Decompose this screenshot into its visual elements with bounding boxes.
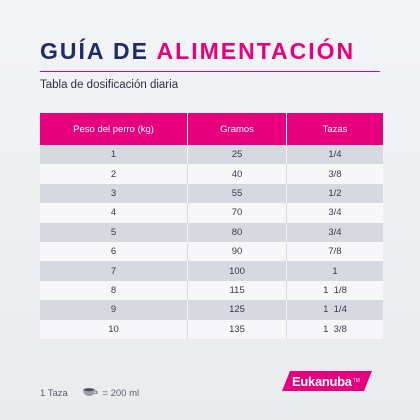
table-row: 9 125 1 1/4 [40,300,383,320]
cell-weight: 7 [40,261,189,281]
cell-weight: 4 [40,203,189,223]
table-header-row: Peso del perro (kg) Gramos Tazas [40,113,383,145]
cell-weight: 3 [40,183,189,204]
cell-grams: 70 [188,203,287,223]
table-row: 10 135 1 3/8 [40,319,383,339]
cell-grams: 125 [188,300,287,320]
brand-logo: Eukanuba TM [282,371,372,391]
footnote: 1 Taza = 200 ml [40,376,139,411]
cell-cups: 1 1/4 [286,300,383,320]
cell-weight: 8 [40,280,189,301]
cell-cups: 7/8 [286,241,383,262]
cell-grams: 100 [188,261,287,281]
table-row: 5 80 3/4 [40,222,383,242]
cell-cups: 3/4 [286,222,383,242]
page-title: GUÍA DE ALIMENTACIÓN [40,38,355,65]
cell-grams: 25 [188,145,287,165]
cup-icon [72,376,99,411]
title-underline [40,71,380,72]
footnote-cup-label: 1 Taza [40,388,68,399]
table-row: 4 70 3/4 [40,203,383,223]
logo-trademark: TM [352,378,360,384]
column-header-cups: Tazas [286,113,383,145]
cell-grams: 90 [188,241,287,262]
dosage-table: Peso del perro (kg) Gramos Tazas 1 25 1/4 2… [40,113,383,339]
cell-weight: 2 [40,164,189,184]
cell-weight: 6 [40,241,189,262]
subtitle: Tabla de dosificación diaria [40,79,179,91]
cell-grams: 80 [188,222,287,242]
table-row: 8 115 1 1/8 [40,280,383,301]
cell-cups: 1 [286,261,383,281]
table-row: 7 100 1 [40,261,383,281]
cell-cups: 1 3/8 [286,319,383,339]
logo-text: Eukanuba [292,373,352,389]
table-body: 1 25 1/4 2 40 3/8 3 55 1/2 4 70 3/4 5 80 3/4 6 90 7/8 7 100… [40,145,383,339]
cell-weight: 1 [40,145,189,165]
column-header-grams: Gramos [188,113,287,145]
cell-weight: 10 [40,319,189,339]
cell-grams: 115 [188,280,287,301]
cell-cups: 3/4 [286,203,383,223]
cell-grams: 40 [188,164,287,184]
title-part-2: ALIMENTACIÓN [156,38,356,64]
table-row: 2 40 3/8 [40,164,383,184]
footnote-volume: = 200 ml [102,388,140,399]
cell-cups: 3/8 [286,164,383,184]
column-header-weight: Peso del perro (kg) [40,113,189,145]
cell-cups: 1 1/8 [286,280,383,301]
table-row: 1 25 1/4 [40,145,383,165]
cell-cups: 1/2 [286,183,383,204]
table-row: 3 55 1/2 [40,183,383,204]
cell-cups: 1/4 [286,145,383,165]
cell-weight: 5 [40,222,189,242]
title-part-1: GUÍA DE [40,38,157,64]
cell-grams: 135 [188,319,287,339]
table-row: 6 90 7/8 [40,241,383,262]
cell-grams: 55 [188,183,287,204]
cell-weight: 9 [40,300,189,320]
